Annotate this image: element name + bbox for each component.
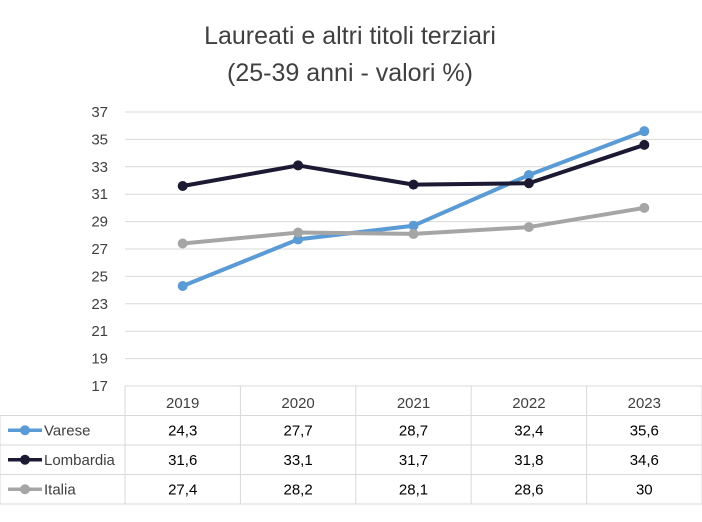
- data-point: [523, 170, 534, 181]
- data-point: [408, 179, 419, 190]
- legend-series-name: Lombardia: [44, 452, 116, 469]
- y-tick-label: 29: [91, 214, 108, 231]
- chart-title: Laureati e altri titoli terziari: [204, 22, 496, 50]
- table-value: 30: [636, 481, 653, 498]
- data-point: [293, 234, 304, 245]
- data-point: [177, 238, 188, 249]
- table-value: 31,6: [168, 452, 197, 469]
- table-value: 28,1: [399, 481, 428, 498]
- table-value: 28,2: [283, 481, 312, 498]
- data-point: [639, 139, 650, 150]
- table-value: 35,6: [630, 422, 659, 439]
- data-point: [408, 228, 419, 239]
- data-point: [177, 180, 188, 191]
- data-point: [523, 178, 534, 189]
- y-tick-label: 25: [91, 268, 108, 285]
- x-tick-label: 2020: [281, 395, 314, 412]
- table-value: 28,6: [514, 481, 543, 498]
- y-tick-label: 31: [91, 186, 108, 203]
- legend-key-marker: [20, 484, 30, 495]
- y-tick-label: 37: [91, 104, 108, 121]
- y-tick-label: 19: [91, 351, 108, 368]
- data-point: [523, 222, 534, 233]
- table-value: 31,7: [399, 452, 428, 469]
- data-point: [408, 220, 419, 231]
- y-tick-label: 23: [91, 296, 108, 313]
- legend-series-name: Italia: [44, 481, 76, 498]
- data-point: [177, 280, 188, 291]
- x-tick-label: 2021: [397, 395, 430, 412]
- legend-key-marker: [20, 425, 30, 436]
- data-point: [639, 202, 650, 213]
- table-value: 31,8: [514, 452, 543, 469]
- table-value: 33,1: [283, 452, 312, 469]
- x-tick-label: 2022: [512, 395, 545, 412]
- table-value: 24,3: [168, 422, 197, 439]
- table-value: 32,4: [514, 422, 543, 439]
- y-tick-label: 27: [91, 241, 108, 258]
- y-tick-label: 35: [91, 131, 108, 148]
- chart-subtitle: (25-39 anni - valori %): [227, 59, 473, 87]
- y-tick-label: 21: [91, 323, 108, 340]
- series-line-varese: [180, 129, 647, 288]
- legend-series-name: Varese: [44, 422, 90, 439]
- x-tick-label: 2019: [166, 395, 199, 412]
- data-point: [293, 160, 304, 171]
- data-point: [639, 126, 650, 137]
- x-tick-label: 2023: [628, 395, 661, 412]
- y-tick-label: 33: [91, 159, 108, 176]
- data-point: [293, 227, 304, 238]
- table-value: 27,7: [283, 422, 312, 439]
- legend-key-marker: [20, 454, 30, 465]
- table-value: 34,6: [630, 452, 659, 469]
- table-value: 28,7: [399, 422, 428, 439]
- table-value: 27,4: [168, 481, 197, 498]
- y-tick-label: 17: [91, 378, 108, 395]
